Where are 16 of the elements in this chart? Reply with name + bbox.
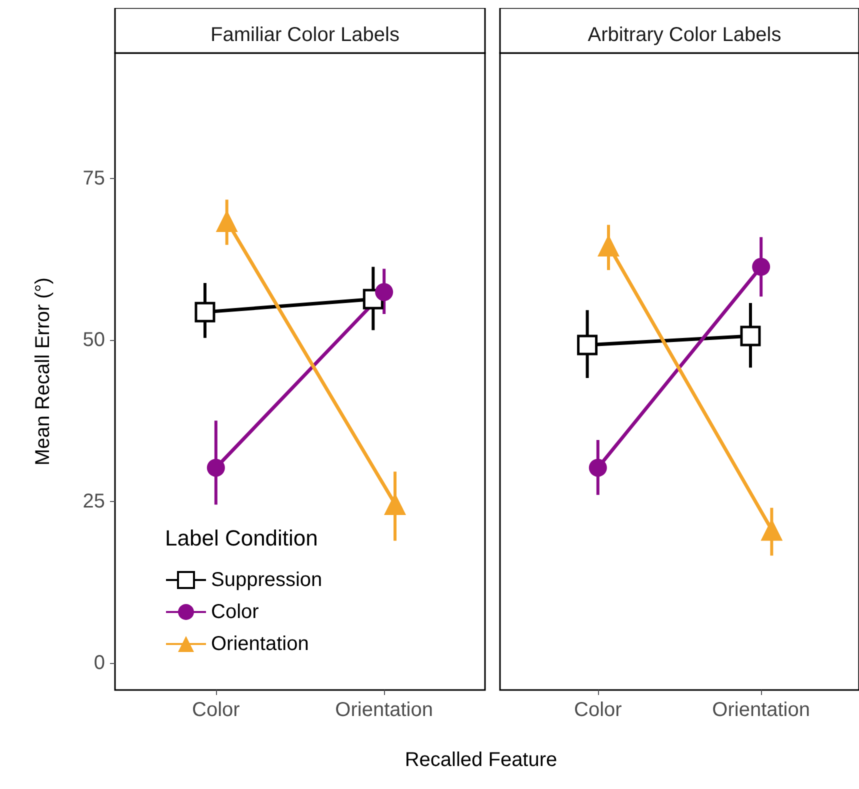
x-tick-label: Color bbox=[192, 699, 240, 721]
legend-label: Suppression bbox=[211, 569, 322, 591]
x-tick-label: Color bbox=[574, 699, 622, 721]
legend-label: Orientation bbox=[211, 633, 309, 655]
y-tick-label: 0 bbox=[94, 652, 105, 674]
y-tick-label: 75 bbox=[82, 167, 105, 190]
x-tick-label: Orientation bbox=[712, 699, 810, 721]
x-axis-title: Recalled Feature bbox=[404, 749, 558, 771]
legend-label: Color bbox=[211, 601, 260, 623]
y-axis-title: Mean Recall Error (°) bbox=[32, 277, 54, 466]
y-tick-label: 25 bbox=[82, 490, 105, 512]
y-tick-label: 50 bbox=[82, 328, 105, 351]
chart-title: Arbitrary Color Labels bbox=[588, 24, 782, 46]
chart-title: Familiar Color Labels bbox=[210, 24, 400, 46]
x-tick-label: Orientation bbox=[335, 699, 434, 721]
legend-title: Label Condition bbox=[165, 526, 318, 550]
